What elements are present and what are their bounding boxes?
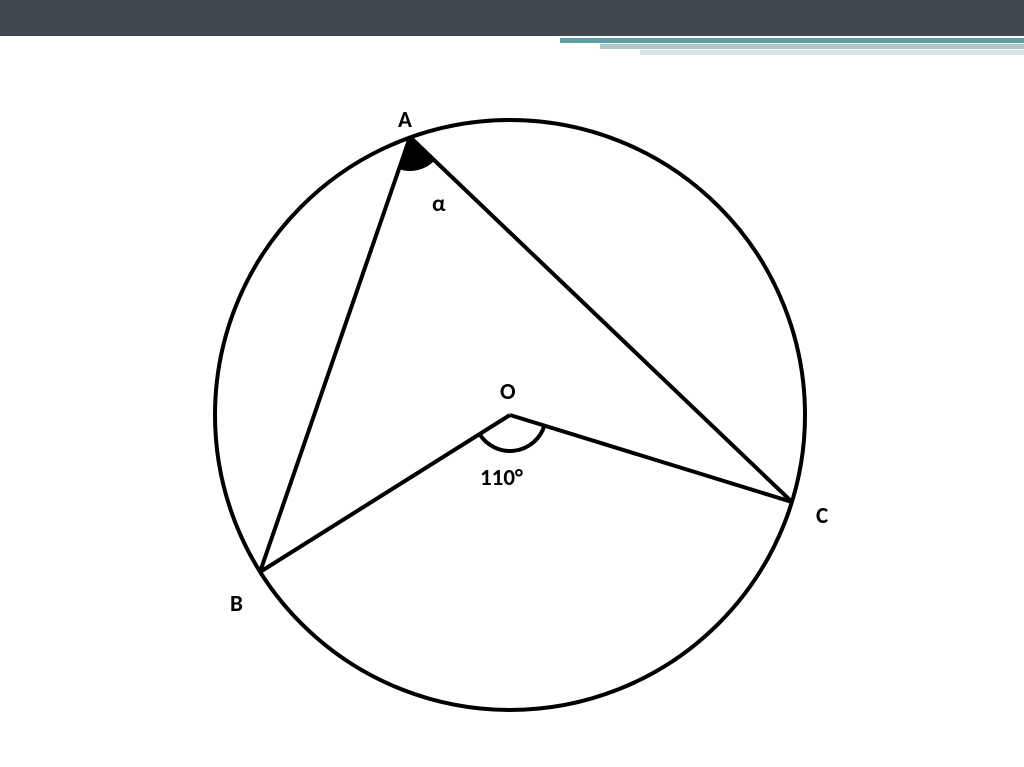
geometry-diagram [140,70,880,760]
label-O: O [500,378,516,406]
slide: A α O 110° B C [0,0,1024,767]
segment-OB [260,415,510,572]
label-A: A [398,106,412,134]
label-B: B [230,590,243,618]
label-C: C [816,502,828,530]
label-angle-O: 110° [480,464,523,492]
segment-OC [510,415,792,502]
accent-lines [0,38,1024,58]
segment-AC [410,137,792,502]
segment-AB [260,137,410,572]
header-bar [0,0,1024,38]
label-alpha: α [432,190,446,218]
